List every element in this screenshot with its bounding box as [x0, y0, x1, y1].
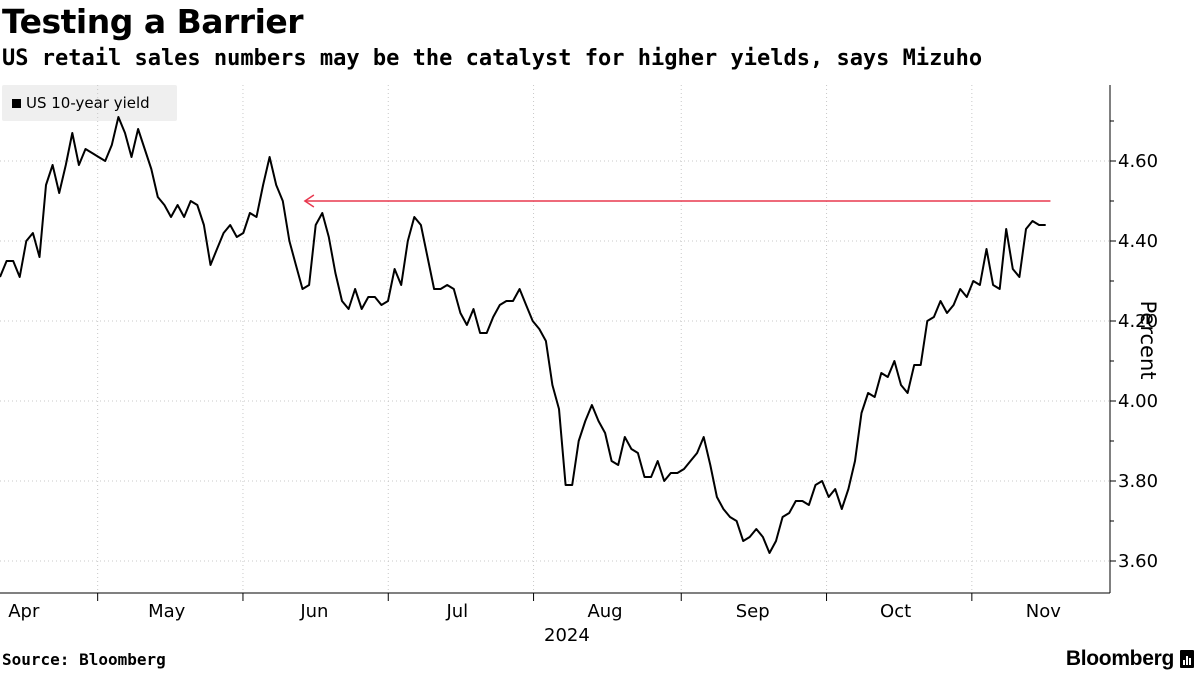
- legend: US 10-year yield: [2, 85, 177, 121]
- legend-label: US 10-year yield: [26, 94, 150, 112]
- x-tick-label: May: [148, 601, 186, 622]
- y-axis-label: Percent: [1136, 300, 1160, 380]
- x-tick-label: Sep: [736, 601, 770, 622]
- y-tick-label: 4.00: [1118, 391, 1158, 412]
- x-year-label: 2024: [544, 625, 590, 646]
- resistance-arrow-head: [303, 194, 315, 208]
- chart-subtitle: US retail sales numbers may be the catal…: [2, 46, 983, 71]
- legend-swatch: [12, 98, 21, 108]
- y-tick-label: 4.60: [1118, 151, 1158, 172]
- x-tick-label: Oct: [880, 601, 911, 622]
- x-tick-label: Aug: [587, 601, 622, 622]
- y-tick-label: 3.60: [1118, 551, 1158, 572]
- chart-title: Testing a Barrier: [2, 2, 304, 41]
- bloomberg-bars-icon: [1180, 650, 1194, 668]
- y-tick-label: 4.20: [1118, 311, 1158, 332]
- brand-logo: Bloomberg: [1066, 647, 1194, 671]
- y-tick-label: 4.40: [1118, 231, 1158, 252]
- brand-name: Bloomberg: [1065, 647, 1174, 670]
- x-tick-label: Jun: [299, 601, 328, 622]
- x-tick-label: Nov: [1026, 601, 1061, 622]
- y-tick-label: 3.80: [1118, 471, 1158, 492]
- x-tick-label: Apr: [8, 601, 40, 622]
- source-note: Source: Bloomberg: [2, 650, 166, 669]
- series-line-us-10-year-yield: [0, 116, 1046, 554]
- x-tick-label: Jul: [445, 601, 468, 622]
